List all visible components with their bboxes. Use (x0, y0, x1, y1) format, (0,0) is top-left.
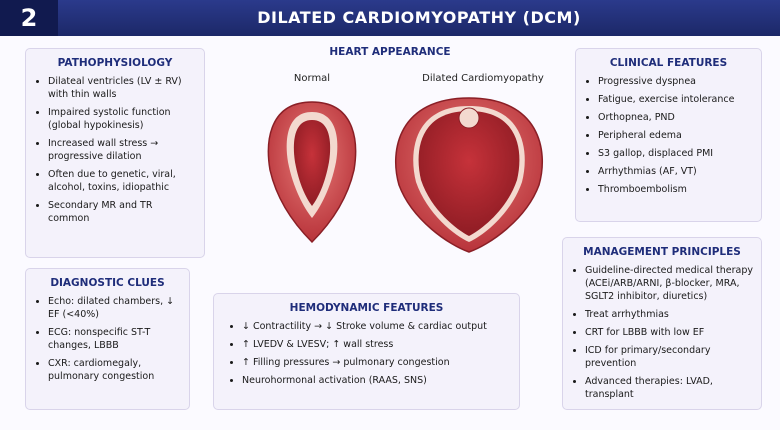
section-title: HEMODYNAMIC FEATURES (289, 302, 444, 314)
diagnostic-box: DIAGNOSTIC CLUES Echo: dilated chambers, … (25, 268, 190, 410)
list-item: ↓ Contractility → ↓ Stroke volume & card… (242, 320, 505, 333)
dilated-heart (395, 97, 543, 253)
normal-label: Normal (293, 73, 331, 84)
list-item: ↑ LVEDV & LVESV; ↑ wall stress (242, 338, 505, 351)
list-item: Increased wall stress → progressive dila… (48, 137, 196, 163)
list-item: Echo: dilated chambers, ↓ EF (<40%) (48, 295, 181, 321)
list-item: Orthopnea, PND (598, 111, 753, 124)
item-list: Guideline-directed medical therapy (ACEi… (571, 264, 753, 401)
list-item: Progressive dyspnea (598, 75, 753, 88)
list-item: Thromboembolism (598, 183, 753, 196)
list-item: S3 gallop, displaced PMI (598, 147, 753, 160)
hemodynamic-box: HEMODYNAMIC FEATURES ↓ Contractility → ↓ … (213, 293, 520, 410)
normal-heart (267, 101, 357, 244)
list-item: Peripheral edema (598, 129, 753, 142)
section-number: 2 (0, 0, 58, 36)
dilated-label: Dilated Cardiomyopathy (422, 73, 544, 84)
page-title: DILATED CARDIOMYOPATHY (DCM) (257, 8, 581, 27)
management-box: MANAGEMENT PRINCIPLES Guideline-directed … (562, 237, 762, 410)
list-item: Neurohormonal activation (RAAS, SNS) (242, 374, 505, 387)
section-title: MANAGEMENT PRINCIPLES (583, 246, 741, 258)
list-item: Arrhythmias (AF, VT) (598, 165, 753, 178)
list-item: ICD for primary/secondary prevention (585, 344, 753, 370)
section-title: PATHOPHYSIOLOGY (57, 57, 173, 69)
list-item: Dilateal ventricles (LV ± RV) with thin … (48, 75, 196, 101)
list-item: Secondary MR and TR common (48, 199, 196, 225)
section-title: CLINICAL FEATURES (609, 57, 728, 69)
list-item: CRT for LBBB with low EF (585, 326, 753, 339)
list-item: ECG: nonspecific ST-T changes, LBBB (48, 326, 181, 352)
heart-illustrations (267, 97, 543, 253)
list-item: CXR: cardiomegaly, pulmonary congestion (48, 357, 181, 383)
item-list: Progressive dyspnea Fatigue, exercise int… (584, 75, 753, 196)
item-list: ↓ Contractility → ↓ Stroke volume & card… (228, 320, 505, 387)
section-title: DIAGNOSTIC CLUES (50, 277, 165, 289)
pathophysiology-box: PATHOPHYSIOLOGY Dilateal ventricles (LV ±… (25, 48, 205, 258)
list-item: Impaired systolic function (global hypok… (48, 106, 196, 132)
list-item: Fatigue, exercise intolerance (598, 93, 753, 106)
list-item: Advanced therapies: LVAD, transplant (585, 375, 753, 401)
item-list: Echo: dilated chambers, ↓ EF (<40%) ECG: … (34, 295, 181, 383)
list-item: Treat arrhythmias (585, 308, 753, 321)
list-item: ↑ Filling pressures → pulmonary congesti… (242, 356, 505, 369)
header-bar: 2 DILATED CARDIOMYOPATHY (DCM) (0, 0, 780, 36)
list-item: Often due to genetic, viral, alcohol, to… (48, 168, 196, 194)
heart-title: HEART APPEARANCE (329, 46, 451, 58)
item-list: Dilateal ventricles (LV ± RV) with thin … (34, 75, 196, 225)
clinical-box: CLINICAL FEATURES Progressive dyspnea Fati… (575, 48, 762, 222)
list-item: Guideline-directed medical therapy (ACEi… (585, 264, 753, 303)
